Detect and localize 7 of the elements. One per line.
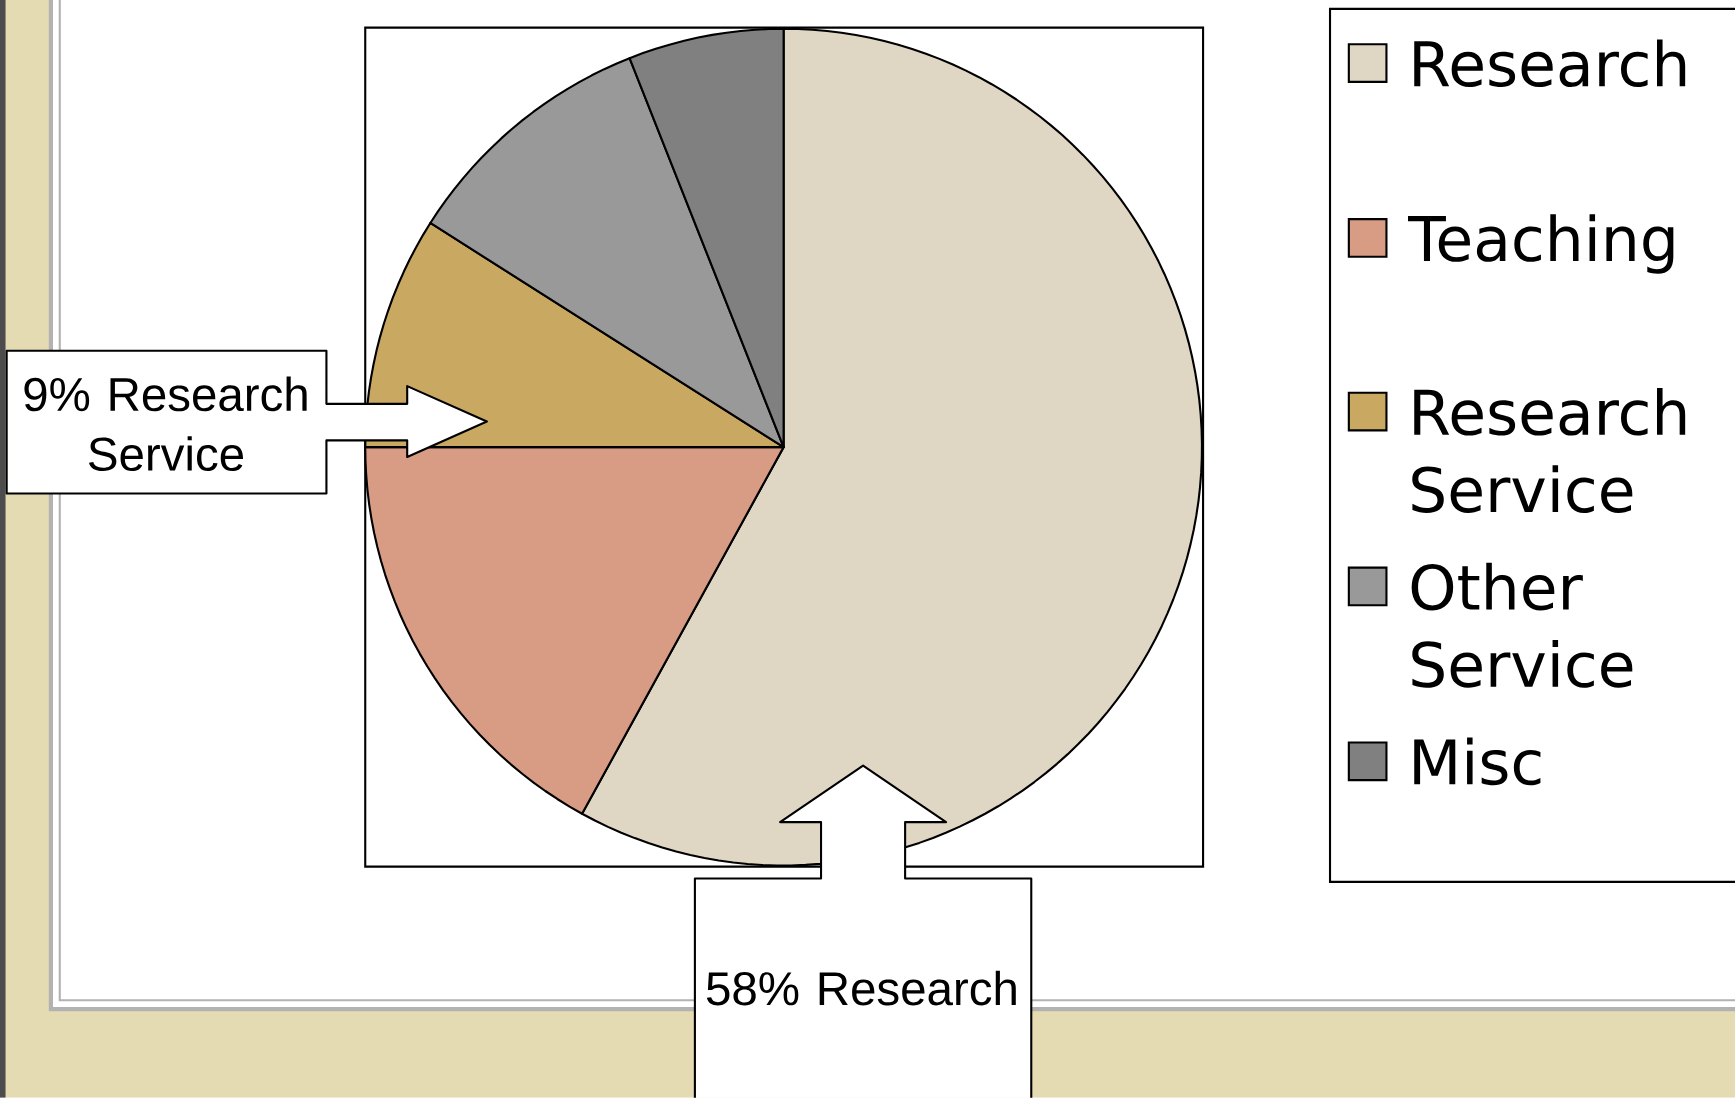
legend-label: Research Service — [1412, 388, 1686, 514]
text: 58% Research — [706, 970, 1016, 1006]
legend-label: Research — [1414, 39, 1686, 88]
legend-label: Misc — [1414, 737, 1541, 786]
legend-label: Teaching — [1408, 214, 1674, 274]
legend-label: Other Service — [1411, 562, 1633, 688]
text: 9% Research Service — [24, 376, 307, 472]
